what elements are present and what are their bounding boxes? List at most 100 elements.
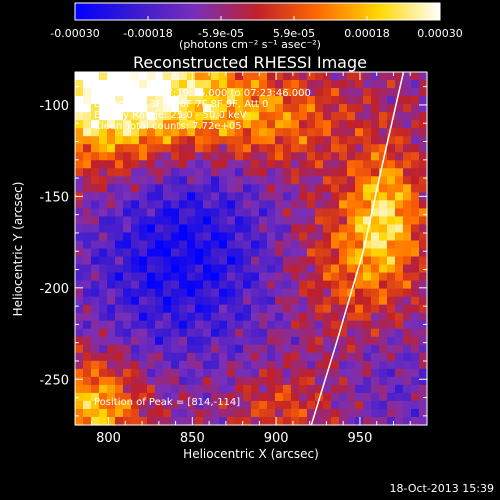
heatmap-cell xyxy=(123,272,132,282)
heatmap-cell xyxy=(355,264,364,274)
heatmap-cell xyxy=(307,280,316,290)
heatmap-cell xyxy=(99,328,108,338)
heatmap-cell xyxy=(267,280,276,290)
heatmap-cell xyxy=(395,160,404,169)
heatmap-cell xyxy=(155,128,164,137)
heatmap-cell xyxy=(275,264,284,274)
heatmap-cell xyxy=(139,384,148,394)
heatmap-cell xyxy=(315,320,324,330)
heatmap-cell xyxy=(155,224,164,234)
heatmap-cell xyxy=(411,72,420,81)
heatmap-cell xyxy=(171,256,180,266)
heatmap-cell xyxy=(411,384,420,394)
heatmap-cell xyxy=(115,136,124,145)
heatmap-cell xyxy=(323,176,332,185)
heatmap-cell xyxy=(91,72,100,81)
heatmap-cell xyxy=(163,376,172,386)
heatmap-cell xyxy=(355,120,364,129)
heatmap-cell xyxy=(419,248,428,258)
heatmap-cell xyxy=(171,104,180,113)
heatmap-cell xyxy=(355,136,364,145)
heatmap-cell xyxy=(315,368,324,378)
footer-timestamp: 18-Oct-2013 15:39 xyxy=(389,482,494,495)
heatmap-cell xyxy=(83,208,92,218)
heatmap-cell xyxy=(419,256,428,266)
heatmap-cell xyxy=(99,368,108,378)
heatmap-cell xyxy=(155,288,164,298)
heatmap-cell xyxy=(107,72,116,81)
heatmap-cell xyxy=(99,208,108,218)
heatmap-cell xyxy=(147,264,156,274)
heatmap-cell xyxy=(259,376,268,386)
heatmap-cell xyxy=(315,176,324,185)
heatmap-cell xyxy=(331,392,340,402)
heatmap-cell xyxy=(419,96,428,105)
heatmap-cell xyxy=(275,368,284,378)
heatmap-cell xyxy=(275,208,284,218)
heatmap-cell xyxy=(179,232,188,242)
heatmap-cell xyxy=(83,88,92,97)
heatmap-cell xyxy=(107,360,116,370)
heatmap-cell xyxy=(363,320,372,330)
heatmap-cell xyxy=(155,184,164,193)
heatmap-cell xyxy=(411,88,420,97)
heatmap-cell xyxy=(379,384,388,394)
heatmap-cell xyxy=(147,160,156,169)
heatmap-cell xyxy=(411,360,420,370)
heatmap-cell xyxy=(251,400,260,410)
heatmap-cell xyxy=(107,240,116,250)
heatmap-cell xyxy=(307,184,316,193)
heatmap-cell xyxy=(211,256,220,266)
heatmap-cell xyxy=(363,216,372,226)
heatmap-cell xyxy=(139,72,148,81)
heatmap-cell xyxy=(251,240,260,250)
heatmap-cell xyxy=(259,112,268,121)
heatmap-cell xyxy=(235,376,244,386)
heatmap-cell xyxy=(411,264,420,274)
heatmap-cell xyxy=(179,328,188,338)
heatmap-cell xyxy=(123,248,132,258)
heatmap-cell xyxy=(179,336,188,346)
heatmap-cell xyxy=(355,224,364,234)
heatmap-cell xyxy=(331,192,340,201)
heatmap-cell xyxy=(139,344,148,354)
heatmap-cell xyxy=(299,344,308,354)
heatmap-cell xyxy=(139,96,148,105)
heatmap-cell xyxy=(315,112,324,121)
heatmap-cell xyxy=(211,200,220,209)
heatmap-cell xyxy=(283,200,292,209)
heatmap-cell xyxy=(123,80,132,89)
heatmap-cell xyxy=(251,248,260,258)
heatmap-cell xyxy=(115,168,124,177)
heatmap-cell xyxy=(363,400,372,410)
heatmap-cell xyxy=(187,384,196,394)
heatmap-cell xyxy=(307,344,316,354)
heatmap-cell xyxy=(347,136,356,145)
heatmap-cell xyxy=(307,248,316,258)
heatmap-cell xyxy=(283,320,292,330)
heatmap-cell xyxy=(203,152,212,161)
heatmap-cell xyxy=(99,216,108,226)
heatmap-cell xyxy=(331,288,340,298)
heatmap-cell xyxy=(299,200,308,209)
heatmap-cell xyxy=(123,128,132,137)
heatmap-cell xyxy=(179,96,188,105)
heatmap-cell xyxy=(107,312,116,322)
heatmap-cell xyxy=(339,384,348,394)
heatmap-cell xyxy=(411,176,420,185)
heatmap-cell xyxy=(347,360,356,370)
heatmap-cell xyxy=(139,104,148,113)
heatmap-cell xyxy=(395,224,404,234)
heatmap-cell xyxy=(131,96,140,105)
heatmap-cell xyxy=(219,160,228,169)
heatmap-cell xyxy=(283,136,292,145)
heatmap-cell xyxy=(75,144,84,153)
heatmap-cell xyxy=(291,400,300,410)
heatmap-cell xyxy=(355,304,364,314)
heatmap-cell xyxy=(115,400,124,410)
heatmap-cell xyxy=(227,176,236,185)
heatmap-cell xyxy=(275,216,284,226)
heatmap-cell xyxy=(371,248,380,258)
heatmap-cell xyxy=(323,248,332,258)
heatmap-cell xyxy=(91,216,100,226)
